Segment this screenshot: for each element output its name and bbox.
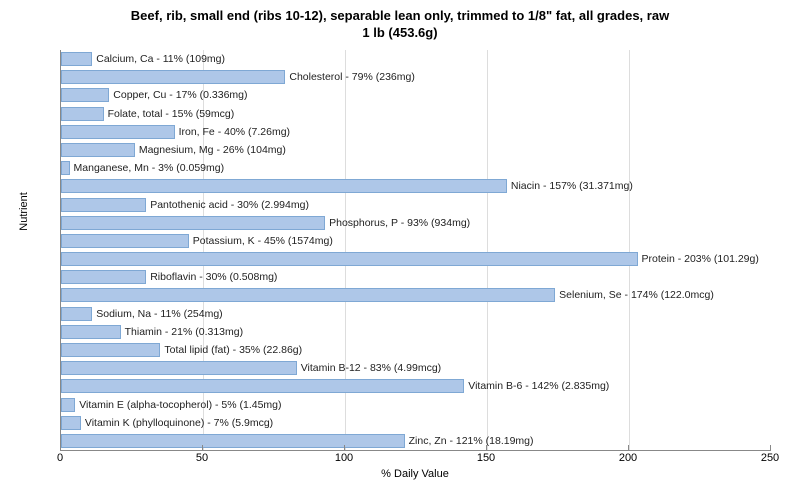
y-axis-label: Nutrient [18, 192, 30, 231]
title-line-2: 1 lb (453.6g) [362, 25, 437, 40]
plot-area: Calcium, Ca - 11% (109mg) Cholesterol - 7… [60, 50, 771, 451]
bar-label: Sodium, Na - 11% (254mg) [96, 307, 222, 321]
bar [61, 143, 135, 157]
x-tick-mark [486, 445, 487, 450]
x-tick-label: 100 [335, 452, 353, 464]
x-tick-label: 0 [57, 452, 63, 464]
bar-label: Copper, Cu - 17% (0.336mg) [113, 88, 247, 102]
chart-title: Beef, rib, small end (ribs 10-12), separ… [0, 0, 800, 42]
bar [61, 234, 189, 248]
bar-label: Calcium, Ca - 11% (109mg) [96, 52, 225, 66]
bar-label: Iron, Fe - 40% (7.26mg) [179, 125, 290, 139]
x-tick-mark [770, 445, 771, 450]
bar-label: Manganese, Mn - 3% (0.059mg) [74, 161, 225, 175]
bar-label: Zinc, Zn - 121% (18.19mg) [409, 434, 534, 448]
bar-label: Selenium, Se - 174% (122.0mcg) [559, 288, 714, 302]
title-line-1: Beef, rib, small end (ribs 10-12), separ… [131, 8, 669, 23]
bar [61, 307, 92, 321]
bar-label: Folate, total - 15% (59mcg) [108, 107, 235, 121]
x-tick-label: 50 [196, 452, 208, 464]
bar-label: Phosphorus, P - 93% (934mg) [329, 216, 470, 230]
gridline [629, 50, 630, 450]
bar-label: Total lipid (fat) - 35% (22.86g) [164, 343, 302, 357]
bar-label: Riboflavin - 30% (0.508mg) [150, 270, 277, 284]
x-tick-label: 200 [619, 452, 637, 464]
bar [61, 216, 325, 230]
bar [61, 70, 285, 84]
x-tick-label: 150 [477, 452, 495, 464]
bar-label: Thiamin - 21% (0.313mg) [125, 325, 243, 339]
bar-label: Pantothenic acid - 30% (2.994mg) [150, 198, 309, 212]
x-tick-mark [628, 445, 629, 450]
bar [61, 252, 638, 266]
bar [61, 125, 175, 139]
bar [61, 343, 160, 357]
bar-label: Niacin - 157% (31.371mg) [511, 179, 633, 193]
bar-label: Vitamin B-6 - 142% (2.835mg) [468, 379, 609, 393]
bar [61, 434, 405, 448]
bar-label: Vitamin K (phylloquinone) - 7% (5.9mcg) [85, 416, 273, 430]
bar-label: Protein - 203% (101.29g) [642, 252, 759, 266]
bar-label: Magnesium, Mg - 26% (104mg) [139, 143, 286, 157]
x-axis: % Daily Value 050100150200250 [60, 450, 770, 480]
bar [61, 379, 464, 393]
bar [61, 288, 555, 302]
bar [61, 361, 297, 375]
x-axis-label: % Daily Value [381, 468, 449, 480]
bar [61, 198, 146, 212]
x-tick-mark [344, 445, 345, 450]
bar [61, 270, 146, 284]
nutrient-chart: Beef, rib, small end (ribs 10-12), separ… [0, 0, 800, 500]
bar [61, 398, 75, 412]
bar [61, 88, 109, 102]
x-tick-label: 250 [761, 452, 779, 464]
bar-label: Potassium, K - 45% (1574mg) [193, 234, 333, 248]
bar-label: Vitamin E (alpha-tocopherol) - 5% (1.45m… [79, 398, 281, 412]
bar-label: Vitamin B-12 - 83% (4.99mcg) [301, 361, 441, 375]
bar [61, 325, 121, 339]
bar [61, 416, 81, 430]
bar [61, 52, 92, 66]
bar [61, 107, 104, 121]
x-tick-mark [202, 445, 203, 450]
x-tick-mark [60, 445, 61, 450]
bar [61, 179, 507, 193]
bar [61, 161, 70, 175]
bar-label: Cholesterol - 79% (236mg) [289, 70, 414, 84]
